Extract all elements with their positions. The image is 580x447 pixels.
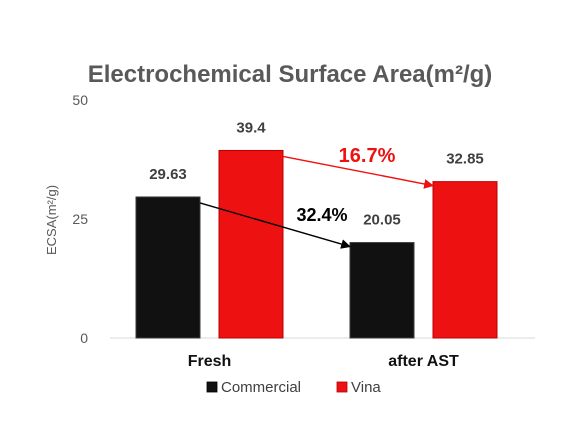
- category-label: Fresh: [188, 353, 232, 370]
- annotation-arrow-vina: [282, 155, 434, 189]
- bar-commercial-1: [349, 242, 415, 339]
- annotation-label: 32.4%: [296, 205, 347, 225]
- data-label: 20.05: [363, 212, 401, 229]
- category-label: after AST: [388, 353, 459, 370]
- y-tick-label: 50: [72, 92, 88, 108]
- y-tick-label: 0: [80, 330, 88, 346]
- y-tick-label: 25: [72, 211, 88, 227]
- y-tick-labels: 0 25 50: [72, 92, 88, 346]
- data-labels-group: 29.63 20.05 39.4 32.85: [149, 119, 484, 228]
- legend-swatch-commercial: [206, 381, 218, 393]
- annotation-arrow-commercial: [199, 202, 351, 249]
- y-axis-label: ECSA(m²/g): [44, 185, 59, 255]
- legend-swatch-vina: [336, 381, 348, 393]
- data-label: 32.85: [446, 151, 484, 168]
- category-labels-group: Fresh after AST: [188, 353, 459, 370]
- data-label: 29.63: [149, 166, 187, 183]
- legend-label: Vina: [351, 379, 381, 396]
- bar-series-group: [135, 149, 498, 339]
- annotations-group: 32.4% 16.7%: [199, 145, 434, 249]
- annotation-label: 16.7%: [339, 145, 396, 167]
- data-label: 39.4: [236, 119, 266, 136]
- bar-vina-1: [432, 181, 498, 339]
- legend: Commercial Vina: [206, 379, 381, 396]
- bar-commercial-0: [135, 196, 201, 339]
- legend-label: Commercial: [221, 379, 301, 396]
- chart-title: Electrochemical Surface Area(m²/g): [88, 61, 493, 88]
- bar-vina-0: [218, 149, 284, 339]
